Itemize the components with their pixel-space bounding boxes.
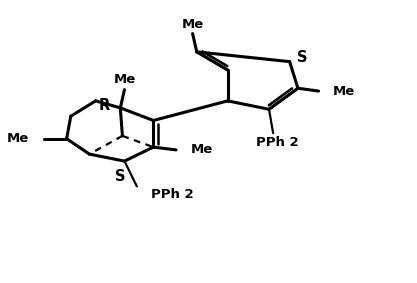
Text: S: S	[297, 50, 307, 65]
Text: Me: Me	[113, 73, 136, 86]
Text: PPh 2: PPh 2	[151, 188, 194, 201]
Text: Me: Me	[7, 132, 30, 145]
Text: R: R	[98, 98, 109, 113]
Text: Me: Me	[191, 143, 213, 156]
Text: PPh 2: PPh 2	[256, 136, 299, 149]
Text: S: S	[115, 169, 126, 184]
Text: Me: Me	[181, 18, 204, 31]
Text: Me: Me	[333, 85, 355, 98]
